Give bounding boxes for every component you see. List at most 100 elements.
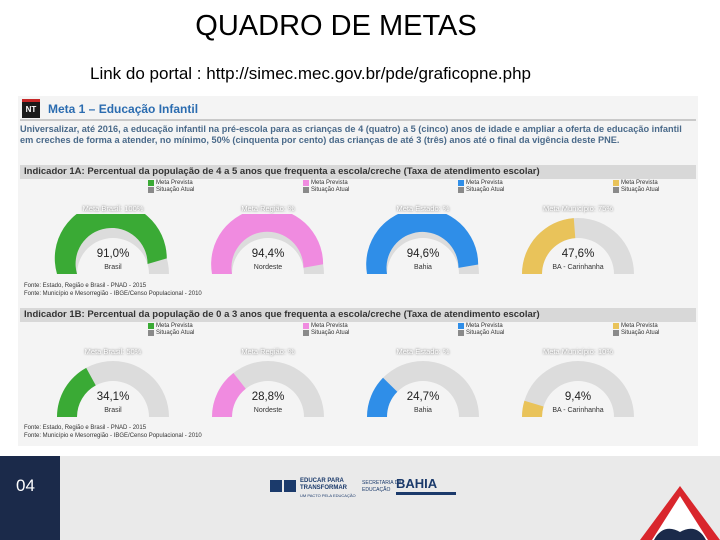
indicator-1a-source-2: Fonte: Município e Mesorregião - IBGE/Ce… xyxy=(24,291,202,297)
gauge-value: 94,4% xyxy=(251,248,285,260)
legend-swatch-prevista xyxy=(148,180,154,186)
gauge-track xyxy=(367,361,479,417)
legend-label-atual: Situação Atual xyxy=(156,186,195,193)
gauge-legend: Meta Prevista Situação Atual xyxy=(613,180,659,193)
book-icon xyxy=(270,480,296,492)
gauge-arc xyxy=(522,218,634,274)
legend-label-atual: Situação Atual xyxy=(311,186,350,193)
legend-swatch-atual xyxy=(303,186,309,193)
legend-swatch-prevista xyxy=(303,180,309,186)
gauge-region-label: Nordeste xyxy=(253,407,283,414)
legend-swatch-prevista xyxy=(303,323,309,329)
gauge-fill xyxy=(367,377,398,417)
bahia-seal-icon xyxy=(640,486,720,540)
indicator-1a-header: Indicador 1A: Percentual da população de… xyxy=(20,165,696,179)
legend-swatch-atual xyxy=(303,329,309,336)
gauge-value: 28,8% xyxy=(251,391,285,403)
gauge-arc xyxy=(211,214,324,274)
indicator-1b-source-1: Fonte: Estado, Região e Brasil - PNAD - … xyxy=(24,425,147,431)
sec-line-1: SECRETARIA DA xyxy=(362,480,402,486)
legend-swatch-atual xyxy=(458,329,464,336)
educar-line-2: TRANSFORMAR xyxy=(300,485,347,491)
gauge-value: 34,1% xyxy=(96,391,130,403)
footer-bar: 04 EDUCAR PARA TRANSFORMAR UM PACTO PELA… xyxy=(0,456,720,540)
legend-label-atual: Situação Atual xyxy=(311,329,350,336)
gauge-fill xyxy=(211,214,324,274)
meta-description: Universalizar, até 2016, a educação infa… xyxy=(20,124,682,145)
gauge-arc xyxy=(367,361,479,417)
gauge-target-label: Meta Estado: % xyxy=(396,347,450,356)
legend-label-atual: Situação Atual xyxy=(466,186,505,193)
gauge-value: 9,4% xyxy=(564,391,592,403)
gauge-fill xyxy=(522,218,576,274)
gauge-region-label: Bahia xyxy=(414,407,432,414)
bahia-logo-bar xyxy=(396,492,456,495)
gauge-bahia: Meta Estado: % 94,6% Bahia xyxy=(348,204,498,276)
gauge-fill xyxy=(522,400,544,417)
gauge-region-label: BA - Carinhanha xyxy=(552,264,604,271)
gauge-legend: Meta Prevista Situação Atual xyxy=(613,323,659,336)
gauge-track xyxy=(522,361,634,417)
legend-swatch-prevista xyxy=(458,180,464,186)
nt-badge: NT xyxy=(22,99,40,118)
goals-panel: NT Meta 1 – Educação Infantil Universali… xyxy=(18,96,698,446)
bahia-logo: BAHIA xyxy=(396,476,438,491)
gauge-arc xyxy=(57,361,169,417)
gauge-target-label: Meta Região: % xyxy=(241,204,295,213)
gauge-fill xyxy=(366,214,479,274)
gauge-arc xyxy=(366,214,479,274)
gauge-value: 47,6% xyxy=(561,248,595,260)
gauge-target-label: Meta Brasil: 100% xyxy=(82,204,144,213)
legend-swatch-atual xyxy=(148,186,154,193)
indicator-1b-gauges: Meta Prevista Situação Atual Meta Brasil: … xyxy=(18,323,698,423)
gauge-legend: Meta Prevista Situação Atual xyxy=(148,323,194,336)
legend-swatch-atual xyxy=(613,186,619,193)
gauge-nordeste: Meta Região: % 28,8% Nordeste xyxy=(193,347,343,419)
gauge-target-label: Meta Região: % xyxy=(241,347,295,356)
legend-swatch-prevista xyxy=(613,323,619,329)
gauge-bahia: Meta Estado: % 24,7% Bahia xyxy=(348,347,498,419)
gauge-value: 91,0% xyxy=(96,248,130,260)
gauge-track xyxy=(212,361,324,417)
legend-label-atual: Situação Atual xyxy=(156,329,195,336)
educar-logo-text: EDUCAR PARA TRANSFORMAR UM PACTO PELA ED… xyxy=(300,478,356,499)
legend-label-prevista: Meta Prevista xyxy=(156,180,193,186)
gauge-region-label: Bahia xyxy=(414,264,432,271)
gauge-legend: Meta Prevista Situação Atual xyxy=(148,180,194,193)
slide-title: QUADRO DE METAS xyxy=(195,10,477,42)
page-number: 04 xyxy=(16,476,35,495)
sec-educacao-logo: SECRETARIA DA EDUCAÇÃO xyxy=(362,480,402,494)
gauge-region-label: Nordeste xyxy=(253,264,283,271)
footer-page-block: 04 xyxy=(0,456,60,540)
indicator-1a-source-1: Fonte: Estado, Região e Brasil - PNAD - … xyxy=(24,283,147,289)
legend-label-prevista: Meta Prevista xyxy=(156,323,193,329)
legend-label-prevista: Meta Prevista xyxy=(466,323,503,329)
legend-label-atual: Situação Atual xyxy=(621,186,660,193)
gauge-legend: Meta Prevista Situação Atual xyxy=(303,323,349,336)
gauge-target-label: Meta Município: 75% xyxy=(542,204,614,213)
gauge-target-label: Meta Brasil: 50% xyxy=(84,347,142,356)
gauge-legend: Meta Prevista Situação Atual xyxy=(458,180,504,193)
legend-label-prevista: Meta Prevista xyxy=(466,180,503,186)
educar-line-1: EDUCAR PARA xyxy=(300,478,344,484)
legend-swatch-prevista xyxy=(148,323,154,329)
gauge-target-label: Meta Estado: % xyxy=(396,204,450,213)
portal-link[interactable]: Link do portal : http://simec.mec.gov.br… xyxy=(90,64,531,83)
indicator-1b-source-2: Fonte: Município e Mesorregião - IBGE/Ce… xyxy=(24,433,202,439)
legend-swatch-atual xyxy=(458,186,464,193)
legend-label-prevista: Meta Prevista xyxy=(621,323,658,329)
meta-title: Meta 1 – Educação Infantil xyxy=(48,102,199,116)
gauge-arc xyxy=(212,361,324,417)
gauge-target-label: Meta Município: 10% xyxy=(542,347,614,356)
gauge-ba-carinhanha: Meta Município: 75% 47,6% BA - Carinhanha xyxy=(503,204,653,276)
gauge-legend: Meta Prevista Situação Atual xyxy=(303,180,349,193)
legend-swatch-atual xyxy=(613,329,619,336)
educar-logo xyxy=(270,478,296,499)
gauge-fill xyxy=(57,367,96,417)
gauge-fill xyxy=(54,214,167,274)
gauge-brasil: Meta Brasil: 100% 91,0% Brasil xyxy=(38,204,188,276)
legend-label-atual: Situação Atual xyxy=(621,329,660,336)
legend-label-prevista: Meta Prevista xyxy=(311,180,348,186)
gauge-arc xyxy=(54,214,169,274)
gauge-brasil: Meta Brasil: 50% 34,1% Brasil xyxy=(38,347,188,419)
